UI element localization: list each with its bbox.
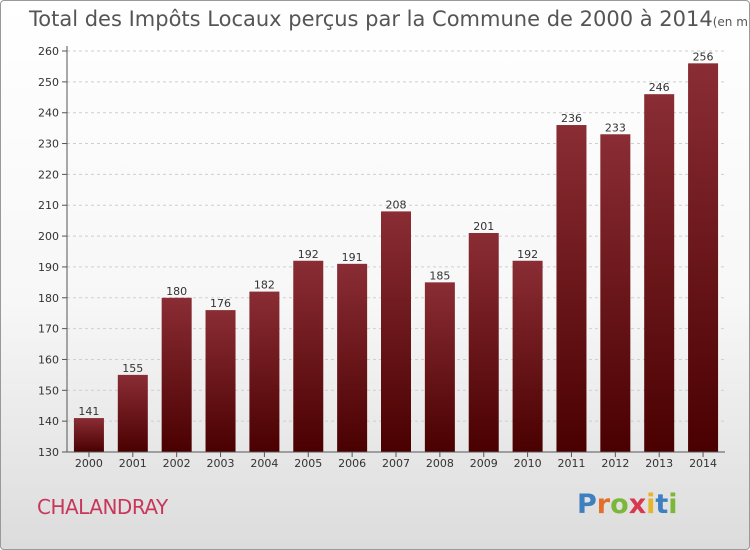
logo-letter: x [628,489,647,520]
bar-value-label: 201 [473,220,494,233]
bar [249,291,280,452]
y-tick-label: 220 [38,168,59,181]
bar [381,211,411,452]
bar [644,94,675,452]
y-tick-label: 130 [38,446,59,459]
chart-title: Total des Impôts Locaux perçus par la Co… [29,7,750,31]
bar [556,125,587,453]
x-tick-label: 2007 [382,457,410,470]
bar-value-label: 192 [298,248,319,261]
bar-value-label: 180 [166,285,187,298]
bar-value-label: 192 [517,248,538,261]
chart-title-unit: (en milliers d'€) [712,15,750,29]
bar [293,260,324,452]
bar [117,374,148,452]
bar-value-label: 236 [561,112,582,125]
bar [512,260,543,452]
bar-value-label: 182 [254,279,275,292]
x-tick-label: 2001 [119,457,147,470]
y-tick-label: 240 [38,107,59,120]
x-tick-label: 2000 [75,457,103,470]
commune-name: CHALANDRAY [37,495,168,519]
bar-value-label: 256 [693,50,714,63]
bar [424,282,455,452]
bar [337,263,368,452]
y-tick-label: 160 [38,353,59,366]
x-tick-label: 2008 [426,457,454,470]
logo-letter: r [596,489,611,520]
y-tick-label: 190 [38,261,59,274]
proxiti-logo[interactable]: Proxiti [577,489,678,520]
logo-letter: P [577,489,597,520]
chart-title-main: Total des Impôts Locaux perçus par la Co… [29,7,713,31]
bar-value-label: 176 [210,297,231,310]
y-axis: 130 140 150 160 170 180 190 200 210 220 230 240 250 2… [38,45,68,459]
x-tick-label: 2002 [163,457,191,470]
y-tick-label: 230 [38,138,59,151]
y-tick-label: 250 [38,76,59,89]
logo-letter: i [646,489,656,520]
bar [205,310,236,452]
bar [600,134,631,453]
x-tick-label: 2006 [338,457,366,470]
x-tick-label: 2003 [207,457,235,470]
y-tick-label: 170 [38,323,59,336]
y-tick-label: 150 [38,384,59,397]
y-tick-label: 200 [38,230,59,243]
x-tick-label: 2014 [689,457,717,470]
y-tick-label: 260 [38,45,59,58]
logo-letter: t [655,489,669,520]
x-tick-label: 2012 [601,457,629,470]
bar-value-label: 155 [122,362,143,375]
x-tick-label: 2009 [470,457,498,470]
bar [468,232,499,452]
x-tick-label: 2010 [514,457,542,470]
logo-letter: i [668,489,678,520]
y-tick-label: 140 [38,415,59,428]
bar-value-label: 185 [429,269,450,282]
bar-value-label: 141 [78,405,99,418]
bar-value-label: 233 [605,121,626,134]
logo-letter: o [610,489,629,520]
x-tick-label: 2011 [557,457,585,470]
bar [161,297,192,452]
bar [688,63,719,452]
bar-value-label: 191 [342,251,363,264]
x-tick-label: 2013 [645,457,673,470]
bar [73,418,104,452]
bar-value-label: 208 [386,198,407,211]
x-tick-label: 2005 [294,457,322,470]
x-tick-label: 2004 [250,457,278,470]
y-tick-label: 180 [38,292,59,305]
x-axis: 2000 2001 2002 2003 2004 2005 2006 2007 2008 2009… [67,451,725,470]
y-tick-label: 210 [38,199,59,212]
bars: 141 155 180 176 182 192 191 208 185 201 192 236 233 2… [73,50,719,453]
bar-value-label: 246 [649,81,670,94]
